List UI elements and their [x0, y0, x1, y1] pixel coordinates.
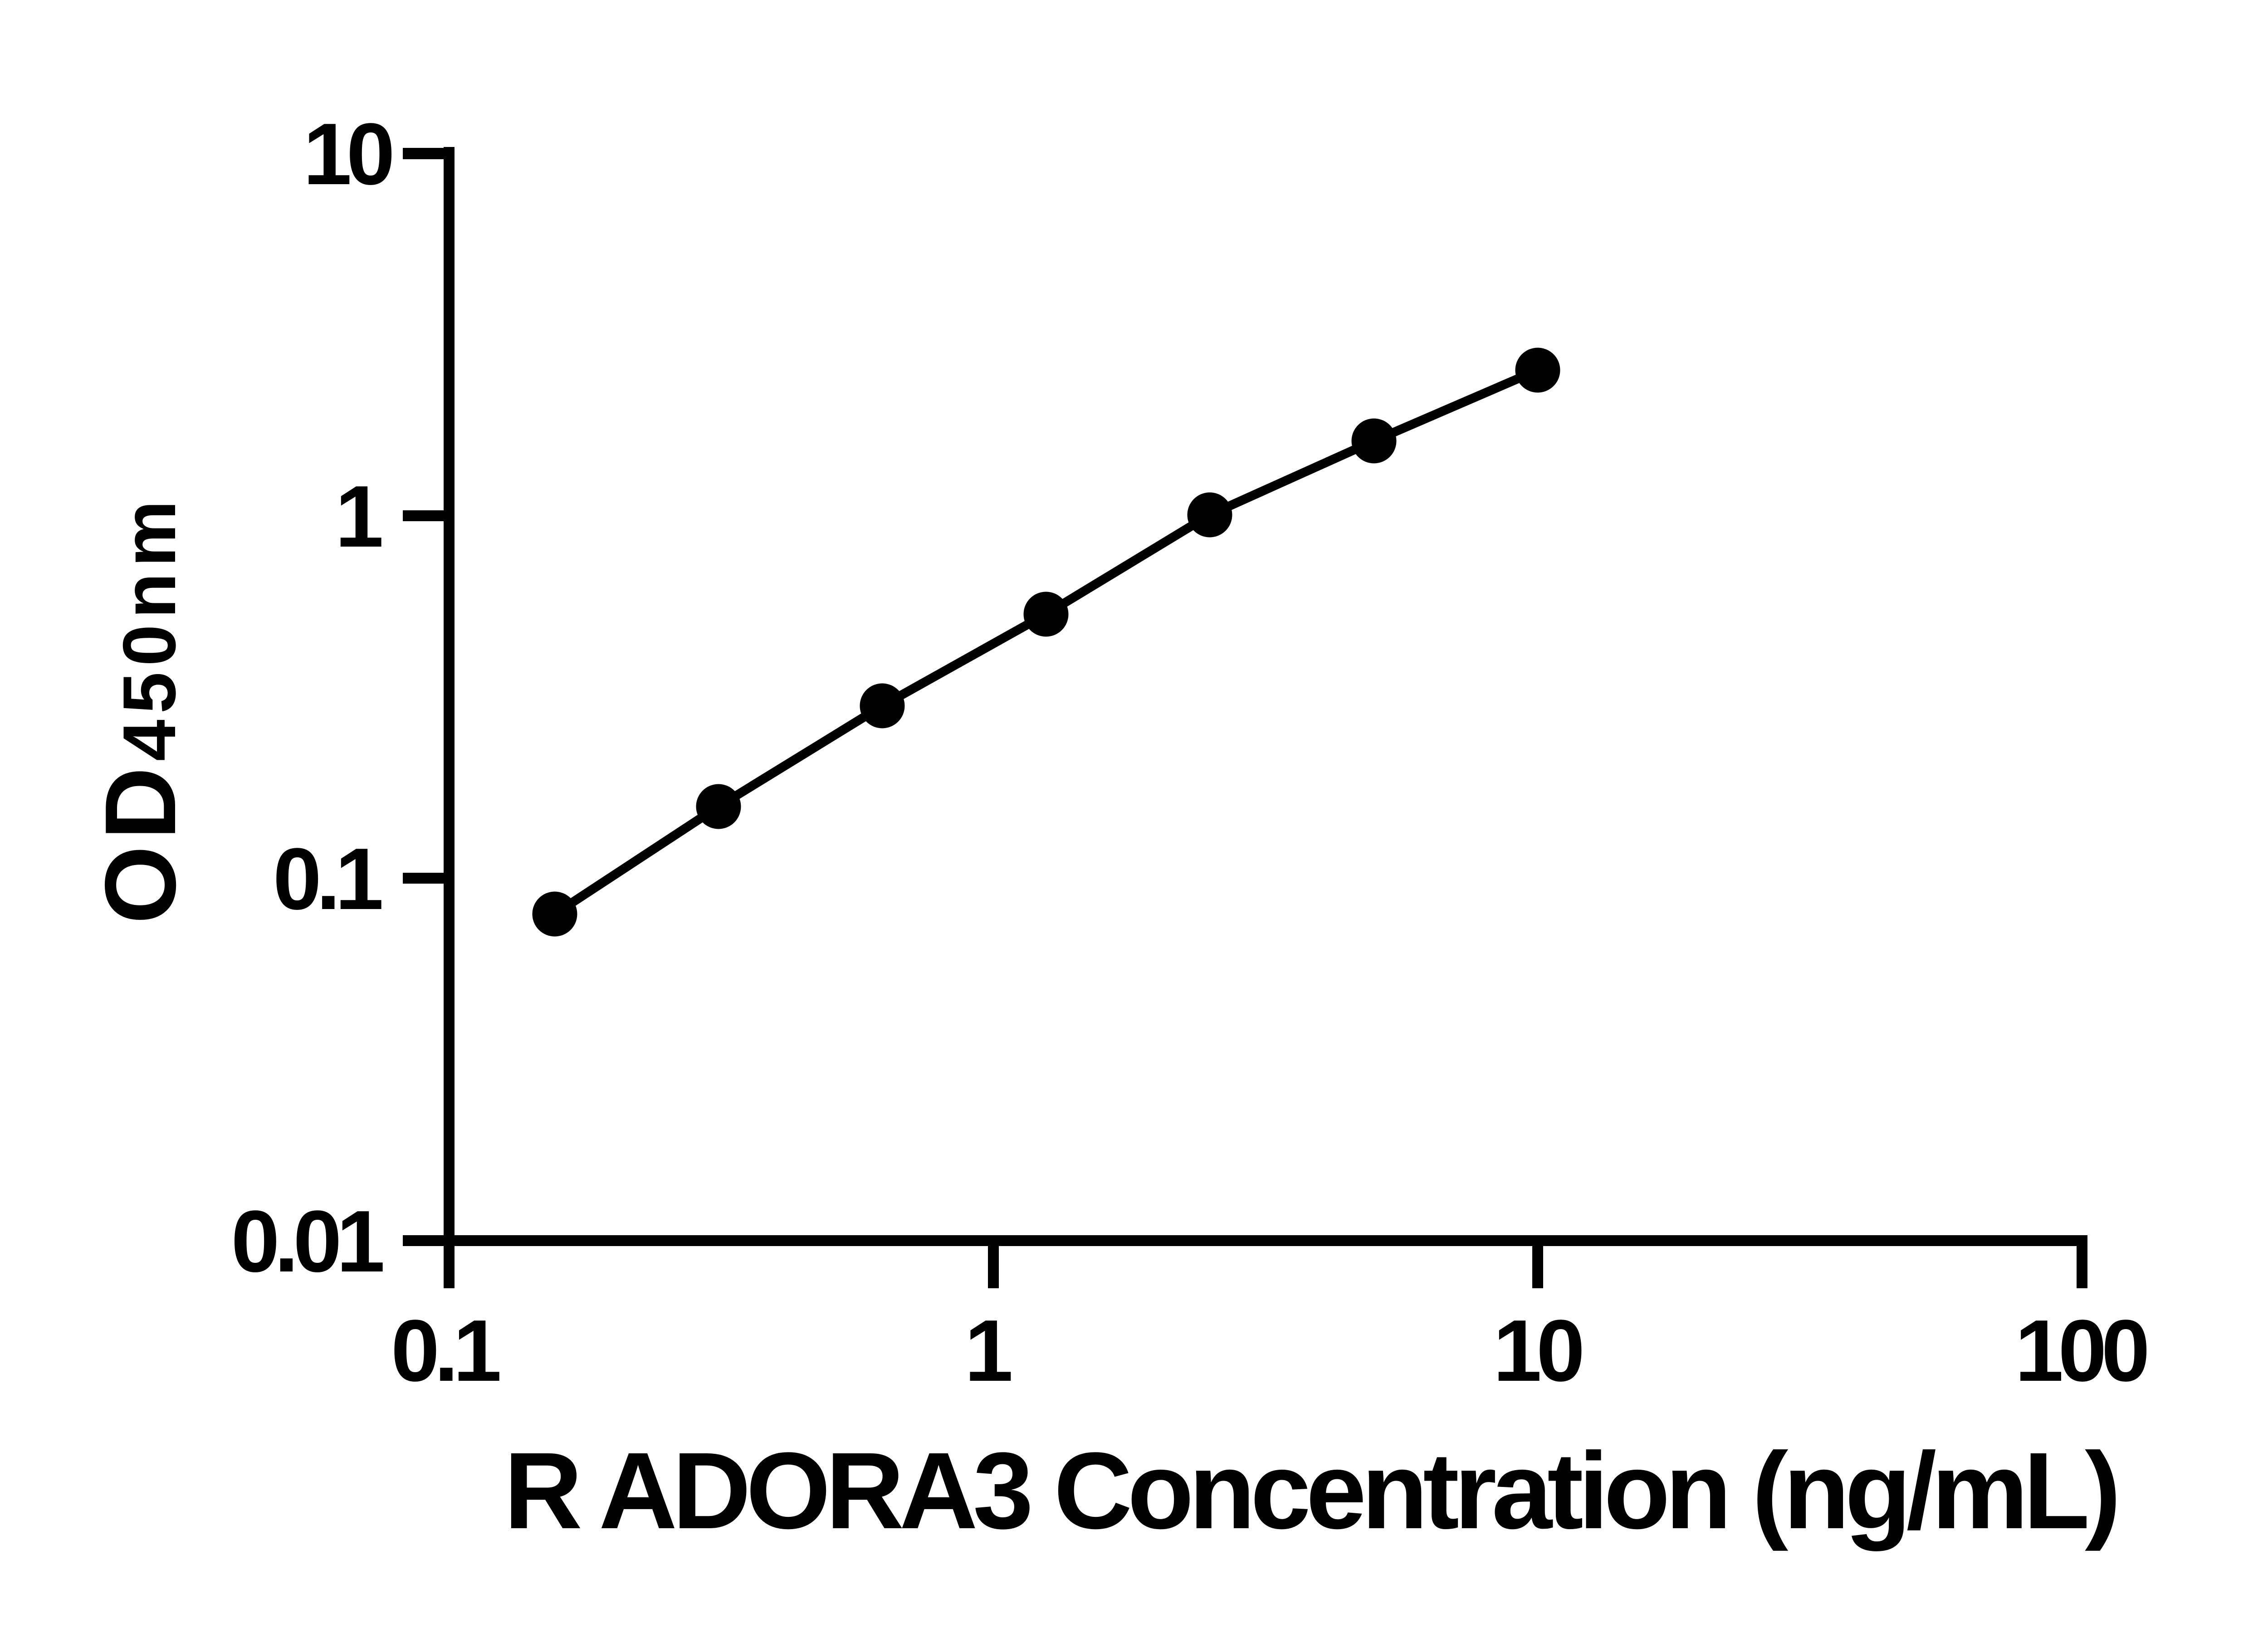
svg-text:10: 10	[303, 105, 391, 203]
svg-text:1: 1	[335, 467, 381, 565]
svg-text:0.01: 0.01	[231, 1192, 382, 1290]
svg-text:R ADORA3 Concentration (ng/mL): R ADORA3 Concentration (ng/mL)	[504, 1430, 2116, 1551]
svg-text:100: 100	[2015, 1301, 2147, 1399]
svg-text:OD450nm: OD450nm	[84, 494, 197, 924]
svg-text:0.1: 0.1	[391, 1301, 499, 1399]
svg-text:1: 1	[964, 1301, 1011, 1399]
svg-text:0.1: 0.1	[273, 830, 381, 928]
svg-text:10: 10	[1493, 1301, 1582, 1399]
